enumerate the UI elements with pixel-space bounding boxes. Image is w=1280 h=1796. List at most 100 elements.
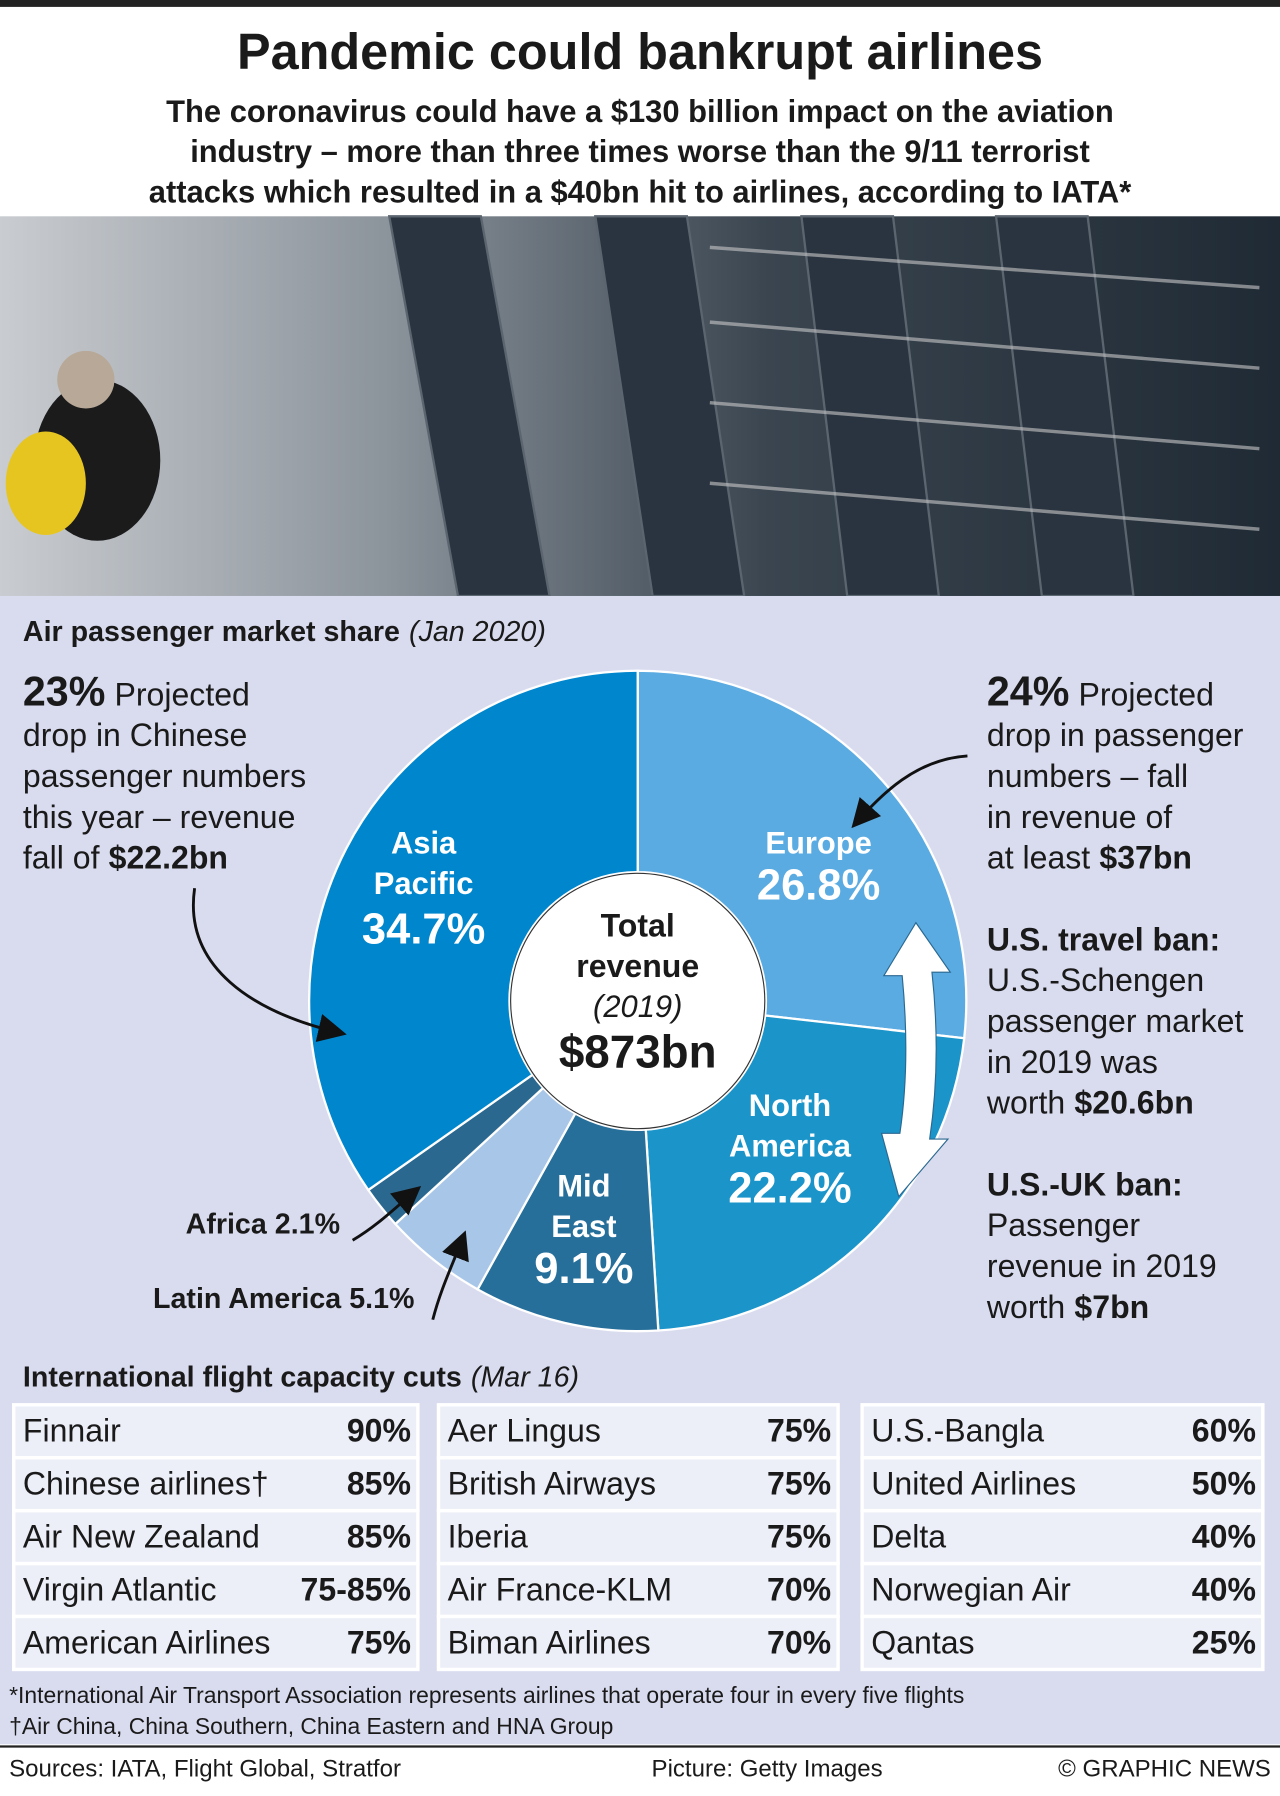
table-cell	[860, 1456, 1265, 1513]
annotation-text: U.S.-Schengen	[987, 962, 1204, 998]
slice-value: 26.8%	[757, 862, 880, 910]
airline-name: Air France-KLM	[448, 1571, 672, 1607]
travel-arrow	[880, 921, 952, 1198]
capacity-cut: 90%	[347, 1413, 411, 1449]
slice-label-line: Asia	[391, 826, 457, 861]
table-cell	[12, 1614, 420, 1672]
capacity-cut: 75%	[767, 1465, 831, 1501]
annotation-text: drop in passenger	[987, 717, 1244, 753]
annotation-amount: $37bn	[1099, 840, 1192, 876]
annotation-figure: 24%	[987, 668, 1069, 714]
table-cell	[436, 1508, 840, 1566]
annotation-line: 23% Projected	[23, 668, 250, 714]
slice-value: 22.2%	[728, 1164, 851, 1212]
subtitle: The coronavirus could have a $130 billio…	[166, 94, 1114, 129]
table-note: (Mar 16)	[471, 1361, 579, 1393]
capacity-cut: 85%	[347, 1518, 411, 1554]
airline-name: Virgin Atlantic	[23, 1571, 217, 1607]
airline-name: Delta	[871, 1518, 946, 1554]
annotation-line: revenue in 2019	[987, 1248, 1217, 1284]
table-cell	[12, 1508, 420, 1566]
capacity-cut: 75-85%	[301, 1571, 411, 1607]
annotation-line: worth $7bn	[986, 1289, 1149, 1325]
airline-name: Air New Zealand	[23, 1518, 260, 1554]
slice-value: 2.1%	[275, 1208, 340, 1240]
table-cell	[12, 1403, 420, 1460]
annotation-line: in revenue of	[987, 799, 1172, 835]
capacity-cut: 50%	[1192, 1465, 1256, 1501]
annotation-line: U.S.-UK ban:	[987, 1166, 1183, 1202]
annotation-amount: $20.6bn	[1074, 1085, 1193, 1121]
annotation-text: in revenue of	[987, 799, 1172, 835]
capacity-cut: 85%	[347, 1465, 411, 1501]
annotation-line: U.S. travel ban:	[987, 921, 1220, 957]
center-label: Total	[601, 907, 675, 943]
annotation-text: at least	[987, 840, 1090, 876]
chart-title: Air passenger market share (Jan 2020)	[23, 616, 546, 648]
capacity-cut: 75%	[347, 1624, 411, 1660]
slice-label-line: Mid	[557, 1168, 610, 1203]
table-cell	[860, 1403, 1265, 1460]
capacity-cut: 40%	[1192, 1571, 1256, 1607]
annotation-line: Passenger	[987, 1207, 1141, 1243]
annotation-line: this year – revenue	[23, 799, 296, 835]
airline-name: U.S.-Bangla	[871, 1413, 1044, 1449]
airline-name: Aer Lingus	[448, 1413, 601, 1449]
title: Pandemic could bankrupt airlines	[237, 23, 1043, 80]
slice-label: Europe	[765, 826, 871, 861]
annotation-line: drop in Chinese	[23, 717, 247, 753]
annotation-text: Passenger	[987, 1207, 1141, 1243]
annotation-amount: $22.2bn	[109, 840, 228, 876]
annotations: 23% Projected drop in Chinese passenger num…	[23, 668, 1244, 1325]
airline-name: Chinese airlines†	[23, 1465, 269, 1501]
airline-name: United Airlines	[871, 1465, 1076, 1501]
chart-subtitle: (Jan 2020)	[409, 616, 546, 648]
annotation-text: this year – revenue	[23, 799, 296, 835]
annotation-text: drop in Chinese	[23, 717, 247, 753]
slice-label: Mid East	[551, 1168, 616, 1243]
annotation-text: revenue in 2019	[987, 1248, 1217, 1284]
airline-name: British Airways	[448, 1465, 656, 1501]
table-cell	[12, 1561, 420, 1619]
annotation-line: drop in passenger	[987, 717, 1244, 753]
annotation-amount: $7bn	[1074, 1289, 1149, 1325]
airline-name: Finnair	[23, 1413, 121, 1449]
center-label: revenue	[576, 948, 699, 984]
capacity-cut: 25%	[1192, 1624, 1256, 1660]
donut-slice	[308, 669, 639, 1192]
annotation-text: numbers – fall	[987, 758, 1188, 794]
capacity-cut: 75%	[767, 1413, 831, 1449]
annotation-line: passenger market	[987, 1003, 1244, 1039]
table-cell	[860, 1614, 1265, 1672]
annotation-heading: U.S. travel ban:	[987, 921, 1220, 957]
table-cell	[860, 1561, 1265, 1619]
airline-name: Norwegian Air	[871, 1571, 1071, 1607]
table-cell	[860, 1508, 1265, 1566]
footer-background	[0, 1745, 1280, 1796]
annotation-line: in 2019 was	[987, 1044, 1158, 1080]
table: Finnair 90% Chinese airlines† 85% Air New Ze…	[12, 1403, 1265, 1672]
footer-credit: © GRAPHIC NEWS	[1058, 1755, 1271, 1782]
slice-name: Africa	[186, 1208, 268, 1240]
donut-hole	[510, 872, 766, 1130]
airline-name: Qantas	[871, 1624, 974, 1660]
chart-title: Air passenger market share	[23, 616, 400, 648]
annotation-line: numbers – fall	[987, 758, 1188, 794]
slice-label: Latin America 5.1%	[153, 1283, 414, 1315]
table-title: International flight capacity cuts	[23, 1361, 462, 1393]
table-cell	[436, 1614, 840, 1672]
slice-label-line: Pacific	[374, 866, 474, 901]
center-value: $873bn	[559, 1026, 717, 1078]
slice-label: Africa 2.1%	[186, 1208, 340, 1240]
top-bar	[0, 0, 1280, 7]
subtitle: attacks which resulted in a $40bn hit to…	[149, 174, 1132, 209]
annotation-line: U.S.-Schengen	[987, 962, 1204, 998]
arrows	[191, 754, 968, 1321]
center-note: (2019)	[593, 989, 682, 1024]
annotation-figure: 23%	[23, 668, 105, 714]
capacity-cut: 40%	[1192, 1518, 1256, 1554]
annotation-text: Projected	[115, 676, 250, 712]
annotation-line: at least $37bn	[987, 840, 1192, 876]
footnote: †Air China, China Southern, China Easter…	[9, 1713, 613, 1739]
